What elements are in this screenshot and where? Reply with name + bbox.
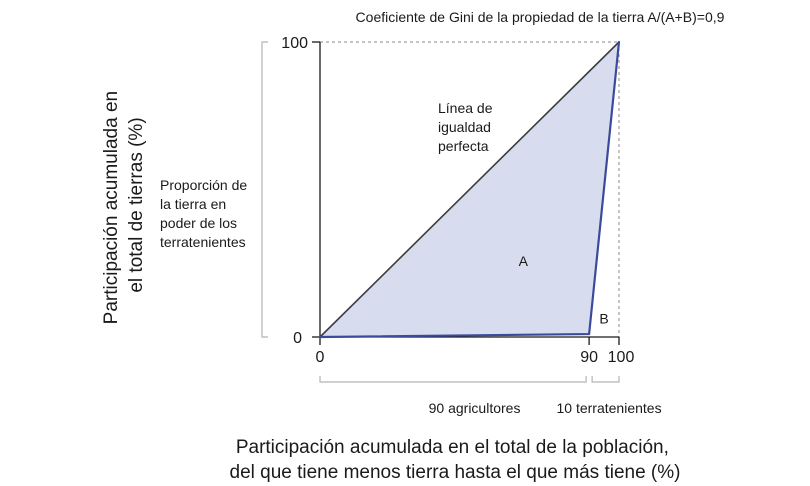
x-tick-label-0: 0 bbox=[316, 349, 325, 366]
chart-title: Coeficiente de Gini de la propiedad de l… bbox=[356, 9, 725, 25]
lorenz-point-1 bbox=[588, 332, 591, 336]
y-axis-label: Participación acumulada en el total de t… bbox=[101, 86, 147, 325]
lorenz-point-0 bbox=[318, 335, 322, 339]
x-axis-label-line-1: Participación acumulada en el total de l… bbox=[236, 437, 669, 458]
x-tick-label-90: 90 bbox=[580, 349, 598, 366]
landlord-share-bracket bbox=[261, 41, 268, 338]
x-tick-label-100: 100 bbox=[608, 349, 635, 366]
y-axis-label-line-2: el total de tierras (%) bbox=[126, 117, 147, 292]
y-tick-label-100: 100 bbox=[281, 35, 308, 52]
landlord-share-label: Proporción de la tierra en poder de los … bbox=[160, 177, 251, 250]
y-tick-label-0: 0 bbox=[293, 330, 302, 347]
x-axis-label: Participación acumulada en el total de l… bbox=[230, 437, 681, 483]
group-bracket-0 bbox=[319, 376, 587, 383]
landlord-share-label-line-3: poder de los bbox=[160, 215, 237, 231]
group-label-farmers: 90 agricultores bbox=[429, 400, 521, 416]
area-a-label: A bbox=[519, 253, 529, 269]
equality-line-label-line-2: igualdad bbox=[438, 119, 491, 135]
lorenz-point-2 bbox=[617, 40, 621, 44]
y-axis-label-line-1: Participación acumulada en bbox=[101, 91, 122, 324]
landlord-share-label-line-4: terratenientes bbox=[160, 234, 246, 250]
equality-line-label: Línea de igualdad perfecta bbox=[438, 100, 496, 154]
equality-line-label-line-3: perfecta bbox=[438, 138, 489, 154]
equality-line bbox=[319, 41, 620, 338]
landlord-share-label-line-2: la tierra en bbox=[160, 196, 226, 212]
group-label-landlords: 10 terratenientes bbox=[557, 400, 662, 416]
landlord-share-label-line-1: Proporción de bbox=[160, 177, 247, 193]
equality-line-label-line-1: Línea de bbox=[438, 100, 493, 116]
x-axis-label-line-2: del que tiene menos tierra hasta el que … bbox=[230, 462, 681, 483]
area-b-label: B bbox=[599, 311, 608, 327]
group-bracket-1 bbox=[591, 376, 620, 383]
